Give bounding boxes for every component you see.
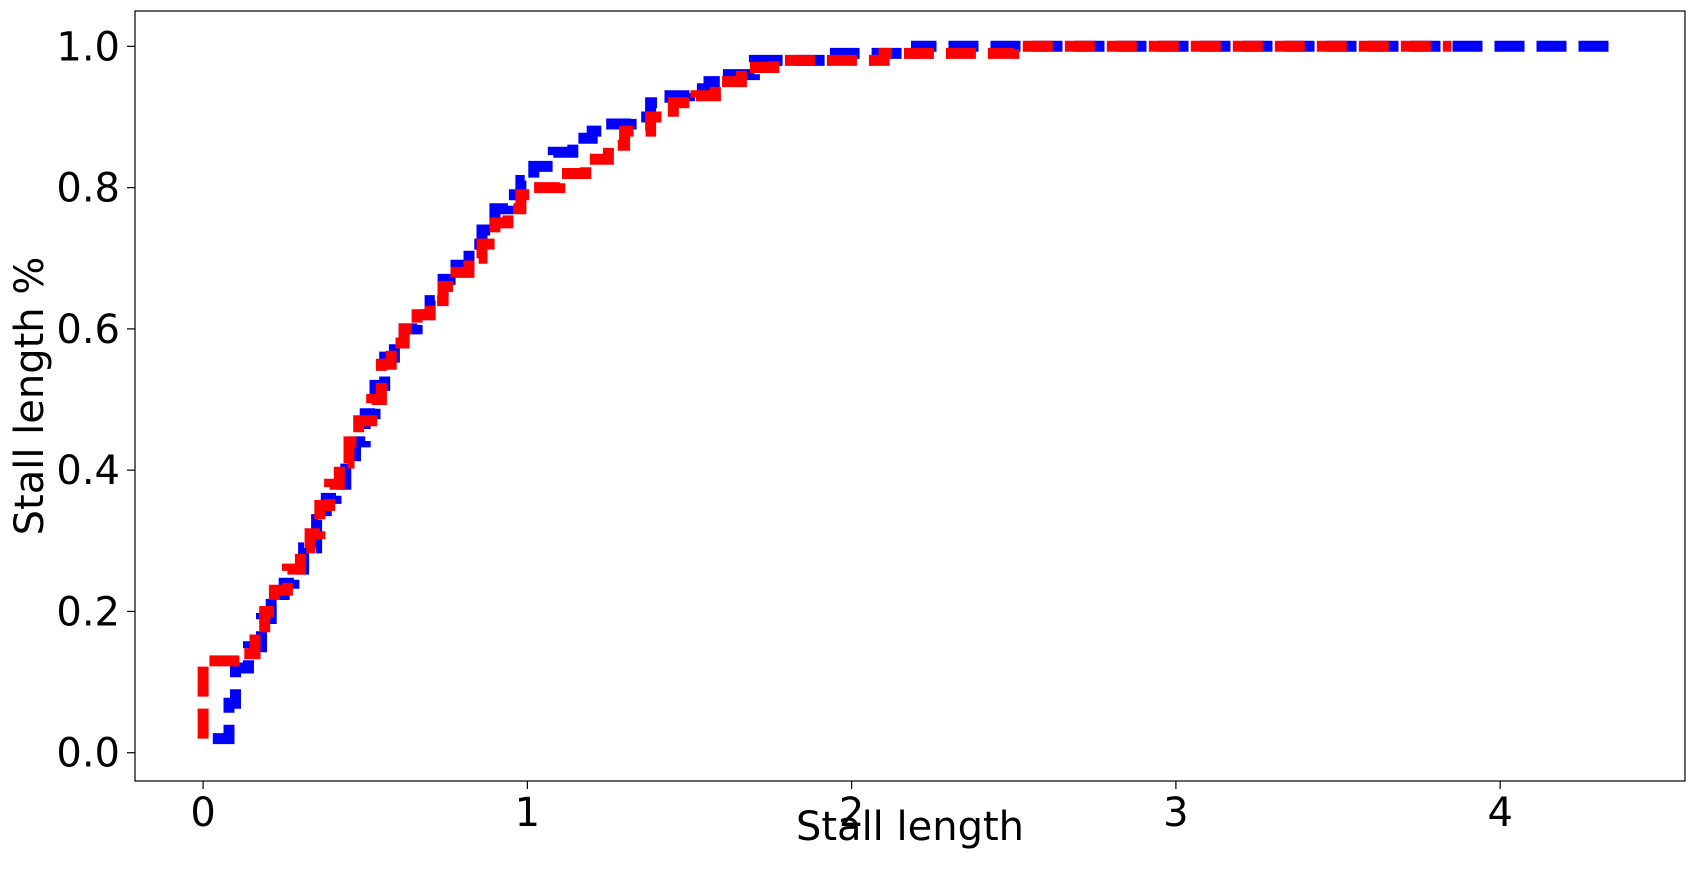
y-tick-label: 1.0	[56, 24, 120, 70]
y-tick-label: 0.8	[56, 166, 120, 212]
y-tick-label: 0.2	[56, 589, 120, 635]
x-tick-label: 4	[1487, 790, 1512, 836]
x-axis-label: Stall length	[796, 804, 1024, 850]
y-axis-label: Stall length %	[7, 257, 53, 536]
x-tick-label: 1	[515, 790, 540, 836]
y-axis: 0.0 0.2 0.4 0.6 0.8 1.0	[56, 24, 135, 777]
y-tick-label: 0.6	[56, 307, 120, 353]
series-line-1	[212, 40, 1614, 745]
x-tick-label: 0	[190, 790, 215, 836]
y-tick-label: 0.0	[56, 731, 120, 777]
series-line-2	[197, 40, 1452, 739]
plot-frame	[134, 10, 1686, 782]
y-tick-label: 0.4	[56, 448, 120, 494]
x-tick-label: 2	[839, 790, 864, 836]
plot-area	[135, 11, 1685, 781]
x-tick-label: 3	[1163, 790, 1188, 836]
series-layer	[197, 40, 1614, 745]
x-axis: 0 1 2 3 4	[190, 781, 1513, 836]
